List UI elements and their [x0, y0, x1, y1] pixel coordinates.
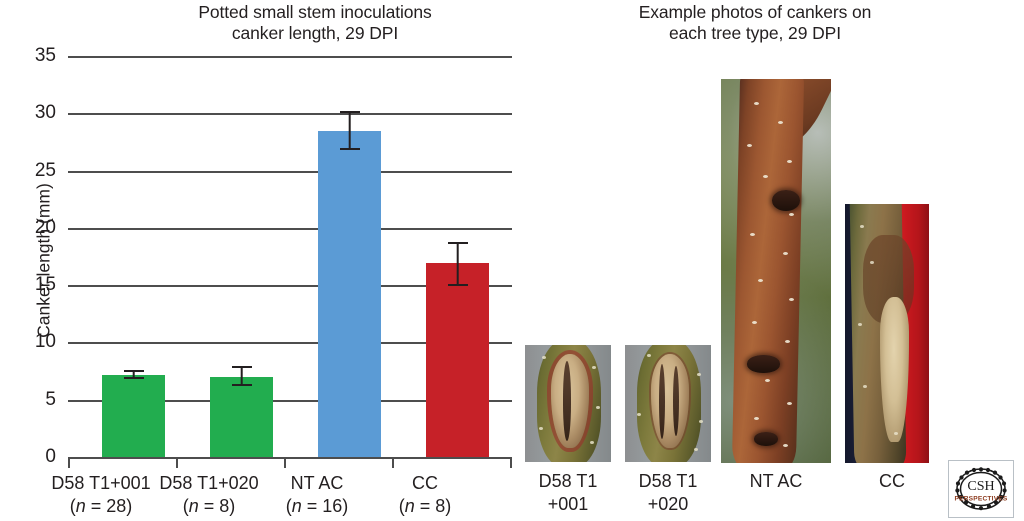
errorbar-stem	[132, 369, 135, 380]
photo-image	[845, 204, 929, 463]
photo-label-line2: +001	[547, 494, 589, 514]
photo-label-line2: +020	[647, 494, 689, 514]
gridline-20	[68, 227, 512, 230]
x-axis-line	[68, 457, 512, 459]
errorbar-cap-bottom	[339, 147, 360, 150]
errorbar-d58-t1-020	[210, 366, 273, 386]
errorbar-cap-bottom	[123, 377, 144, 380]
bar-d58-t1-001	[102, 374, 165, 457]
errorbar-cap-bottom	[447, 284, 468, 287]
photo-label-line1: CC	[879, 471, 905, 491]
photo-label-cc: CC	[850, 470, 934, 493]
y-tick-0: 0	[45, 446, 56, 467]
errorbar-cap-top	[123, 369, 144, 372]
category-label-line1: CC	[412, 473, 438, 493]
category-label-cc: CC (n = 8)	[370, 472, 480, 518]
photo-image	[721, 79, 831, 463]
photo-label-d58-t1-001: D58 T1 +001	[518, 470, 618, 516]
x-tick-0	[68, 457, 70, 468]
errorbar-cap-top	[231, 366, 252, 369]
plot-area	[68, 56, 512, 457]
photo-label-line1: D58 T1	[638, 471, 698, 491]
category-label-n: (n = 8)	[182, 496, 236, 516]
photos-title-line2: each tree type, 29 DPI	[669, 23, 841, 43]
photo-d58-t1-001	[525, 345, 611, 462]
y-tick-10: 10	[34, 331, 56, 353]
y-tick-30: 30	[34, 102, 56, 124]
category-label-line1: D58 T1+020	[159, 473, 259, 493]
photo-label-line1: D58 T1	[538, 471, 598, 491]
category-label-n: (n = 8)	[398, 496, 452, 516]
photo-image	[625, 345, 711, 462]
gridline-5	[68, 399, 512, 402]
category-label-d58-t1-020: D58 T1+020 (n = 8)	[154, 472, 264, 518]
x-tick-2	[284, 457, 286, 468]
gridline-35	[68, 56, 512, 58]
errorbar-cap-top	[447, 241, 468, 244]
gridline-25	[68, 170, 512, 173]
errorbar-nt-ac	[318, 111, 381, 150]
errorbar-d58-t1-001	[102, 369, 165, 380]
csh-logo-top-text: CSH	[967, 479, 994, 494]
chart-title-line1: Potted small stem inoculations	[198, 2, 432, 22]
y-axis-tick-labels: 35 30 25 20 15 10 5 0	[0, 45, 56, 467]
gridline-10	[68, 342, 512, 345]
errorbar-cap-bottom	[231, 383, 252, 386]
errorbar-stem	[456, 241, 459, 287]
photos-title: Example photos of cankers on each tree t…	[560, 2, 950, 44]
chart-title: Potted small stem inoculations canker le…	[120, 2, 510, 44]
photo-nt-ac	[721, 79, 831, 463]
x-tick-3	[392, 457, 394, 468]
chart-title-line2: canker length, 29 DPI	[231, 23, 399, 43]
photos-title-line1: Example photos of cankers on	[638, 2, 872, 22]
bar-cc	[426, 263, 489, 457]
bar-chart-panel: Potted small stem inoculations canker le…	[0, 2, 512, 518]
csh-perspectives-logo: CSH PERSPECTIVES	[948, 460, 1014, 518]
photo-panel: Example photos of cankers on each tree t…	[512, 0, 1024, 521]
photo-label-nt-ac: NT AC	[726, 470, 826, 493]
category-label-line1: D58 T1+001	[51, 473, 151, 493]
bar-d58-t1-020	[210, 376, 273, 457]
gridline-15	[68, 285, 512, 288]
y-tick-5: 5	[45, 388, 56, 410]
y-tick-15: 15	[34, 274, 56, 296]
photo-label-d58-t1-020: D58 T1 +020	[618, 470, 718, 516]
category-label-d58-t1-001: D58 T1+001 (n = 28)	[46, 472, 156, 518]
photo-image	[525, 345, 611, 462]
photo-d58-t1-020	[625, 345, 711, 462]
y-tick-35: 35	[34, 45, 56, 66]
category-label-n: (n = 28)	[69, 496, 133, 516]
errorbar-stem	[348, 111, 351, 150]
bar-nt-ac	[318, 130, 381, 457]
y-tick-25: 25	[34, 159, 56, 181]
photo-label-line1: NT AC	[749, 471, 803, 491]
category-label-n: (n = 16)	[285, 496, 349, 516]
csh-logo-bottom-text: PERSPECTIVES	[955, 496, 1008, 503]
x-tick-4	[510, 457, 512, 468]
errorbar-stem	[240, 366, 243, 386]
gridline-30	[68, 113, 512, 116]
category-label-nt-ac: NT AC (n = 16)	[262, 472, 372, 518]
category-label-line1: NT AC	[290, 473, 344, 493]
photo-cc	[845, 204, 929, 463]
x-tick-1	[176, 457, 178, 468]
errorbar-cc	[426, 241, 489, 287]
y-tick-20: 20	[34, 216, 56, 238]
errorbar-cap-top	[339, 111, 360, 114]
